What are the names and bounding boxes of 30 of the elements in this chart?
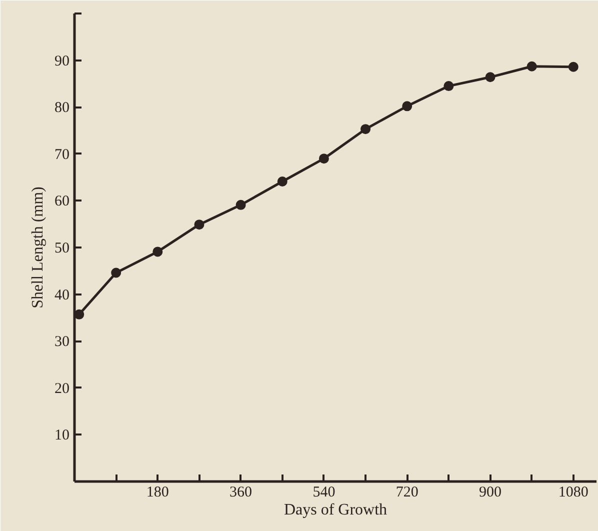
- y-tick-label: 90: [54, 53, 70, 70]
- point: [277, 176, 288, 187]
- x-tick-label: 900: [479, 484, 502, 500]
- point: [111, 268, 122, 278]
- y-tick-label: 70: [54, 146, 70, 163]
- x-tick-label: 360: [230, 484, 252, 500]
- x-tick-label: 1080: [558, 484, 588, 500]
- point: [74, 309, 84, 320]
- point: [485, 72, 496, 82]
- point: [360, 124, 371, 134]
- point: [152, 246, 163, 257]
- y-tick-label: 30: [54, 334, 70, 350]
- point: [568, 62, 578, 72]
- point: [318, 154, 329, 164]
- x-axis-title: Days of Growth: [284, 502, 388, 518]
- y-tick-label: 20: [54, 380, 70, 397]
- y-tick-label: 60: [54, 194, 70, 210]
- x-tick-label: 720: [396, 484, 418, 500]
- point: [402, 101, 412, 112]
- y-tick-label: 10: [54, 428, 70, 444]
- y-axis-title: Shell Length (mm): [30, 186, 46, 308]
- y-tick-label: 40: [54, 287, 70, 304]
- point: [444, 81, 454, 92]
- y-tick-label: 50: [54, 240, 70, 256]
- point: [236, 200, 246, 210]
- x-tick-label: 180: [146, 484, 169, 500]
- x-tick-label: 540: [312, 484, 336, 500]
- point: [194, 220, 204, 230]
- y-tick-label: 80: [54, 100, 70, 116]
- point: [526, 61, 537, 72]
